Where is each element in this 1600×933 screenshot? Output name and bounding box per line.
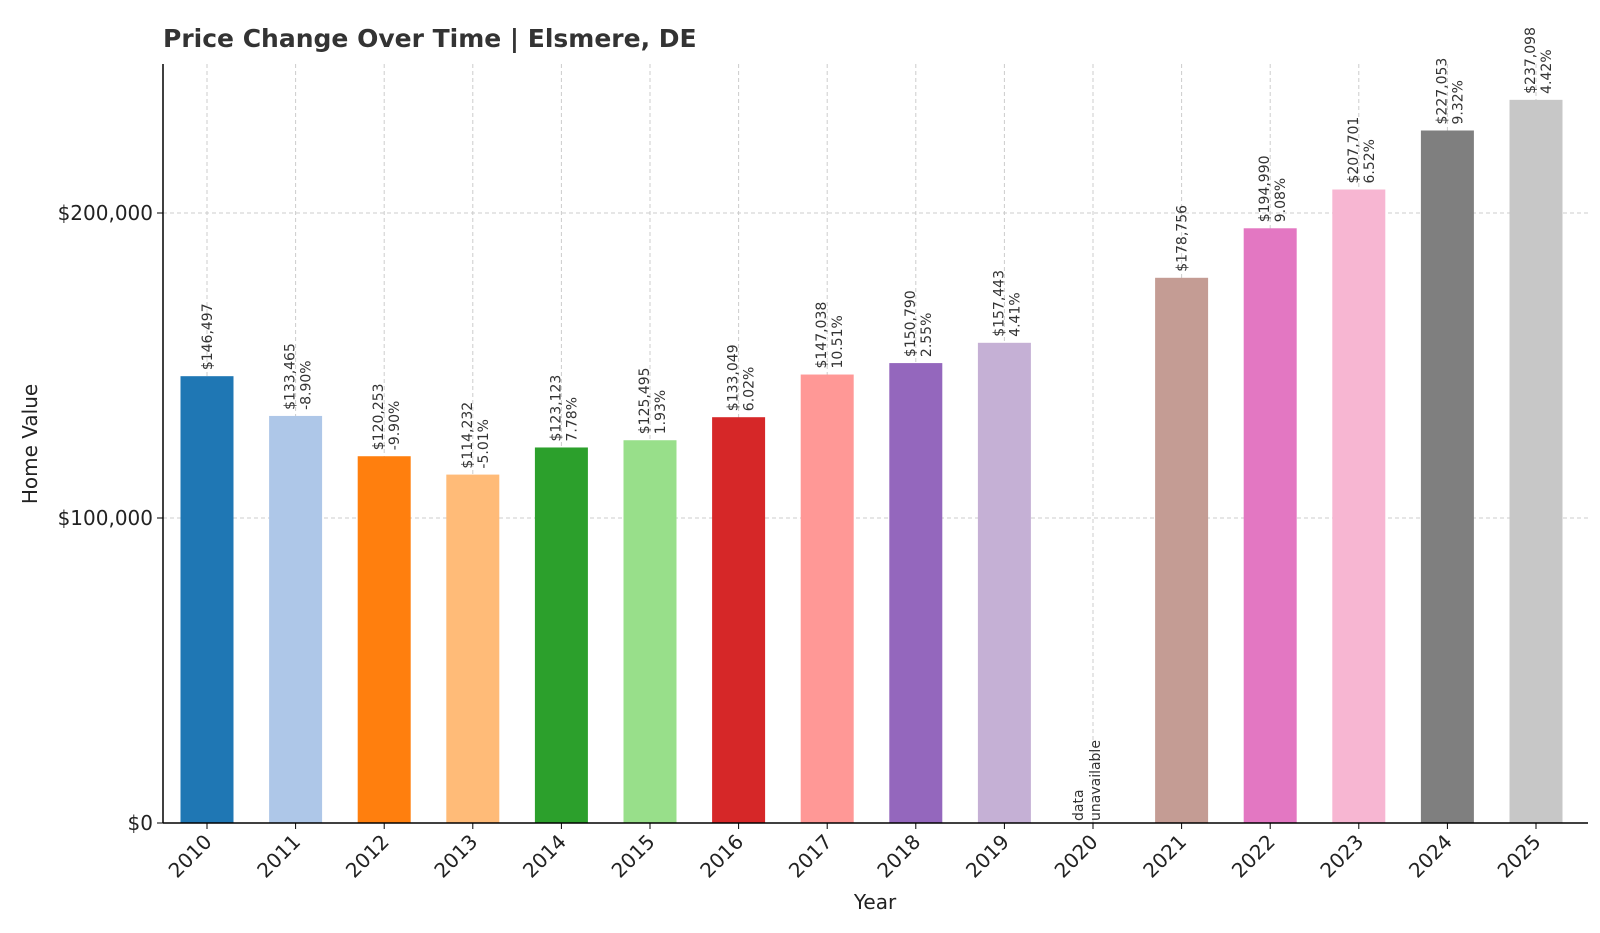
x-tick-label: 2025 [1493,830,1546,883]
change-label: 7.78% [564,397,580,441]
value-label: $146,497 [200,303,216,370]
x-tick-label: 2019 [961,830,1014,883]
x-tick-label: 2011 [252,830,305,883]
change-label: 10.51% [830,315,846,368]
x-tick-label: 2021 [1138,830,1191,883]
x-tick-label: 2015 [607,830,660,883]
change-label: -5.01% [476,419,492,469]
value-label: $147,038 [814,302,830,369]
bar [800,374,854,823]
chart-title: Price Change Over Time | Elsmere, DE [163,24,697,53]
bar [534,447,588,823]
value-label: $123,123 [548,375,564,442]
bar [977,342,1031,823]
change-label: 1.93% [653,390,669,434]
value-label: $133,049 [726,344,742,411]
change-label: 6.52% [1362,139,1378,183]
change-label: 6.02% [742,367,758,411]
bar [1332,189,1386,823]
missing-data-label: unavailable [1088,740,1104,821]
bar [357,456,411,823]
change-label: 4.42% [1539,49,1555,93]
change-label: -9.90% [387,401,403,451]
bar [1155,277,1209,823]
change-label: -8.90% [299,360,315,410]
bar [269,415,323,823]
value-label: $237,098 [1523,27,1539,94]
value-label: $133,465 [283,343,299,410]
x-tick-label: 2018 [872,830,925,883]
bar [446,474,500,823]
y-tick-label: $0 [128,811,153,835]
x-tick-label: 2010 [164,830,217,883]
value-label: $178,756 [1175,205,1191,272]
bar [1243,228,1297,823]
bar [1420,130,1474,823]
change-label: 9.32% [1450,80,1466,124]
change-label: 9.08% [1273,178,1289,222]
change-label: 2.55% [919,313,935,357]
value-label: $194,990 [1257,155,1273,222]
value-label: $114,232 [460,402,476,469]
change-label: 4.41% [1007,292,1023,336]
y-axis-label: Home Value [18,384,42,504]
value-label: $120,253 [371,383,387,450]
x-tick-label: 2017 [784,830,837,883]
value-label: $207,701 [1346,117,1362,184]
x-tick-label: 2012 [341,830,394,883]
bar [180,376,234,823]
x-tick-label: 2023 [1315,830,1368,883]
x-axis-label: Year [853,890,897,914]
x-tick-label: 2014 [518,830,571,883]
bar [712,417,766,823]
value-label: $157,443 [991,270,1007,337]
x-tick-label: 2024 [1404,830,1457,883]
y-tick-label: $100,000 [58,506,153,530]
data-labels: $146,497 $133,465 -8.90% $120,253 -9.90% $114… [200,27,1555,821]
missing-data-label: data [1071,789,1087,821]
x-tick-label: 2016 [695,830,748,883]
x-tick-label: 2013 [429,830,482,883]
value-label: $125,495 [637,367,653,434]
bar [623,440,677,823]
y-tick-label: $200,000 [58,201,153,225]
value-label: $227,053 [1434,58,1450,125]
axes [162,64,1588,824]
bars [180,99,1563,824]
bar [1509,99,1563,824]
bar [889,363,943,823]
x-tick-label: 2020 [1050,830,1103,883]
value-label: $150,790 [903,290,919,357]
x-tick-label: 2022 [1227,830,1280,883]
